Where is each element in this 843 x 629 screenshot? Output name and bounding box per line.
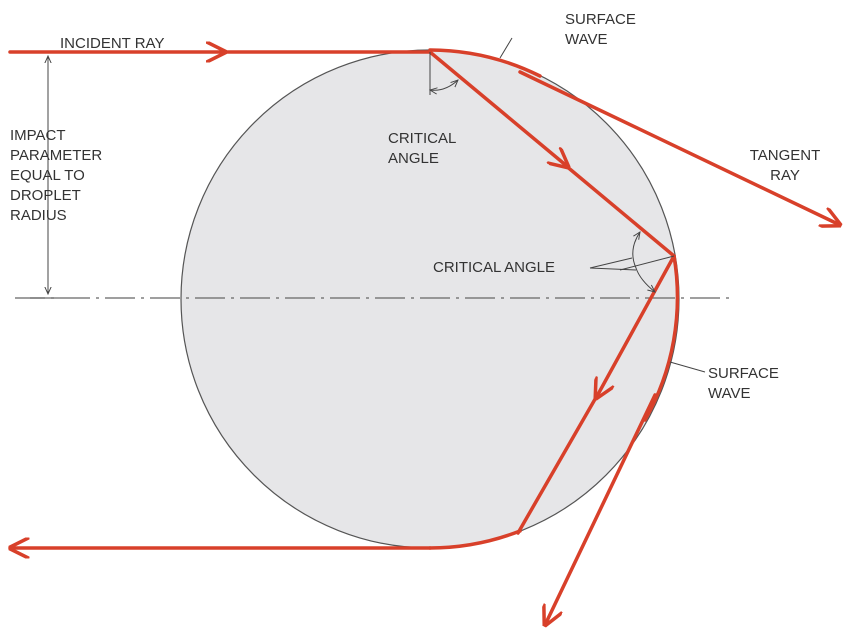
label-line: CRITICAL [388, 130, 456, 147]
surface-wave [643, 254, 680, 422]
label-line: IMPACT [10, 127, 66, 144]
surface-wave [428, 48, 542, 78]
label-line: DROPLET [10, 187, 81, 204]
label-line: SURFACE [708, 365, 779, 382]
label-line: INCIDENT RAY [60, 35, 164, 52]
surface-wave [428, 529, 522, 550]
label-line: TANGENT [750, 147, 821, 164]
label: INCIDENT RAY [60, 35, 164, 52]
label-line: PARAMETER [10, 147, 102, 164]
leader [669, 361, 706, 373]
label-line: ANGLE [388, 150, 439, 167]
angle-arc [632, 232, 655, 292]
label-line: EQUAL TO [10, 167, 85, 184]
label: SURFACE WAVE [708, 365, 779, 402]
label: IMPACT PARAMETER EQUAL TO DROPLET RADIUS [10, 127, 102, 224]
leader [499, 37, 513, 59]
label-line: CRITICAL ANGLE [433, 259, 555, 276]
refracted-ray [428, 50, 568, 167]
tangent-ray [518, 70, 840, 225]
angle-arc [430, 80, 458, 90]
label: CRITICAL ANGLE [388, 130, 456, 167]
reflected-ray [516, 392, 600, 535]
reflected-ray [596, 254, 676, 398]
label: SURFACE WAVE [565, 11, 636, 48]
leader [589, 257, 637, 271]
label-line: WAVE [565, 31, 608, 48]
label-line: WAVE [708, 385, 751, 402]
label-line: RAY [770, 167, 800, 184]
droplet [180, 49, 680, 549]
label-line: RADIUS [10, 207, 67, 224]
exit-ray [545, 393, 657, 625]
label: TANGENT RAY [750, 147, 821, 184]
label-line: SURFACE [565, 11, 636, 28]
label: CRITICAL ANGLE [433, 259, 555, 276]
